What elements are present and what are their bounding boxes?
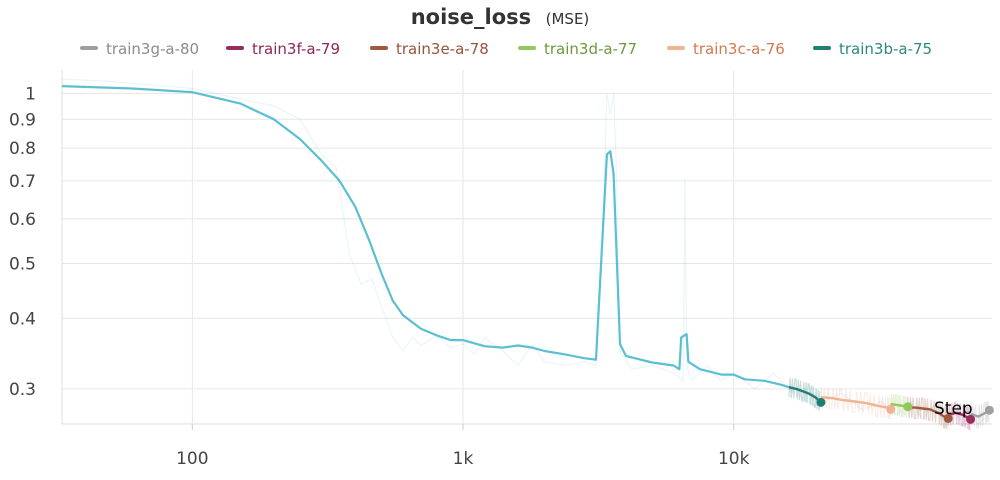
y-tick-label: 0.6 [9, 210, 36, 230]
series-end-marker[interactable] [816, 397, 826, 407]
chart-title-unit: (MSE) [546, 10, 590, 28]
legend-item[interactable]: train3d-a-77 [518, 40, 637, 58]
series-end-marker[interactable] [984, 405, 994, 415]
grid-layer [61, 70, 992, 430]
x-tick-label: 100 [176, 449, 208, 469]
legend-item[interactable]: train3g-a-80 [80, 40, 199, 58]
series-line[interactable] [788, 386, 822, 404]
chart-title: noise_loss (MSE) [411, 5, 590, 29]
legend-item[interactable]: train3b-a-75 [813, 40, 932, 58]
series-end-marker[interactable] [886, 404, 896, 414]
series-end-marker[interactable] [943, 413, 953, 423]
y-tick-label: 0.9 [9, 110, 36, 130]
y-tick-label: 0.3 [9, 380, 36, 400]
raw-series-trace [907, 397, 949, 430]
legend-label: train3c-a-76 [693, 40, 785, 58]
legend-label: train3g-a-80 [106, 40, 199, 58]
x-tick-label: 1k [453, 449, 474, 469]
step-annotation: Step [934, 399, 973, 419]
chart-title-main: noise_loss [411, 5, 531, 29]
raw-series-trace [788, 377, 821, 412]
marker-layer [816, 397, 994, 424]
y-tick-label: 0.4 [9, 309, 36, 329]
legend[interactable]: train3g-a-80 train3f-a-79 train3e-a-78 trai… [80, 40, 932, 58]
legend-label: train3d-a-77 [544, 40, 637, 58]
y-tick-label: 0.8 [9, 139, 36, 159]
x-tick-label: 10k [718, 449, 750, 469]
legend-label: train3e-a-78 [396, 40, 489, 58]
series-layer [61, 85, 991, 421]
raw-loss-trace [61, 78, 990, 425]
series-end-marker[interactable] [966, 414, 976, 424]
legend-label: train3f-a-79 [252, 40, 340, 58]
raw-series-trace [947, 401, 971, 431]
y-tick-label: 0.7 [9, 172, 36, 192]
y-tick-label: 0.5 [9, 255, 36, 275]
series-line[interactable] [61, 85, 790, 389]
raw-series-trace [820, 387, 891, 420]
legend-item[interactable]: train3e-a-78 [370, 40, 489, 58]
series-line[interactable] [820, 396, 892, 411]
y-tick-label: 1 [25, 84, 36, 104]
legend-item[interactable]: train3c-a-76 [667, 40, 785, 58]
legend-label: train3b-a-75 [839, 40, 932, 58]
series-end-marker[interactable] [903, 402, 913, 412]
legend-item[interactable]: train3f-a-79 [226, 40, 340, 58]
tick-layer: 0.3 0.4 0.5 0.6 0.7 0.8 0.9 1 100 1k 10k [9, 84, 750, 469]
raw-trace-layer [61, 78, 990, 431]
